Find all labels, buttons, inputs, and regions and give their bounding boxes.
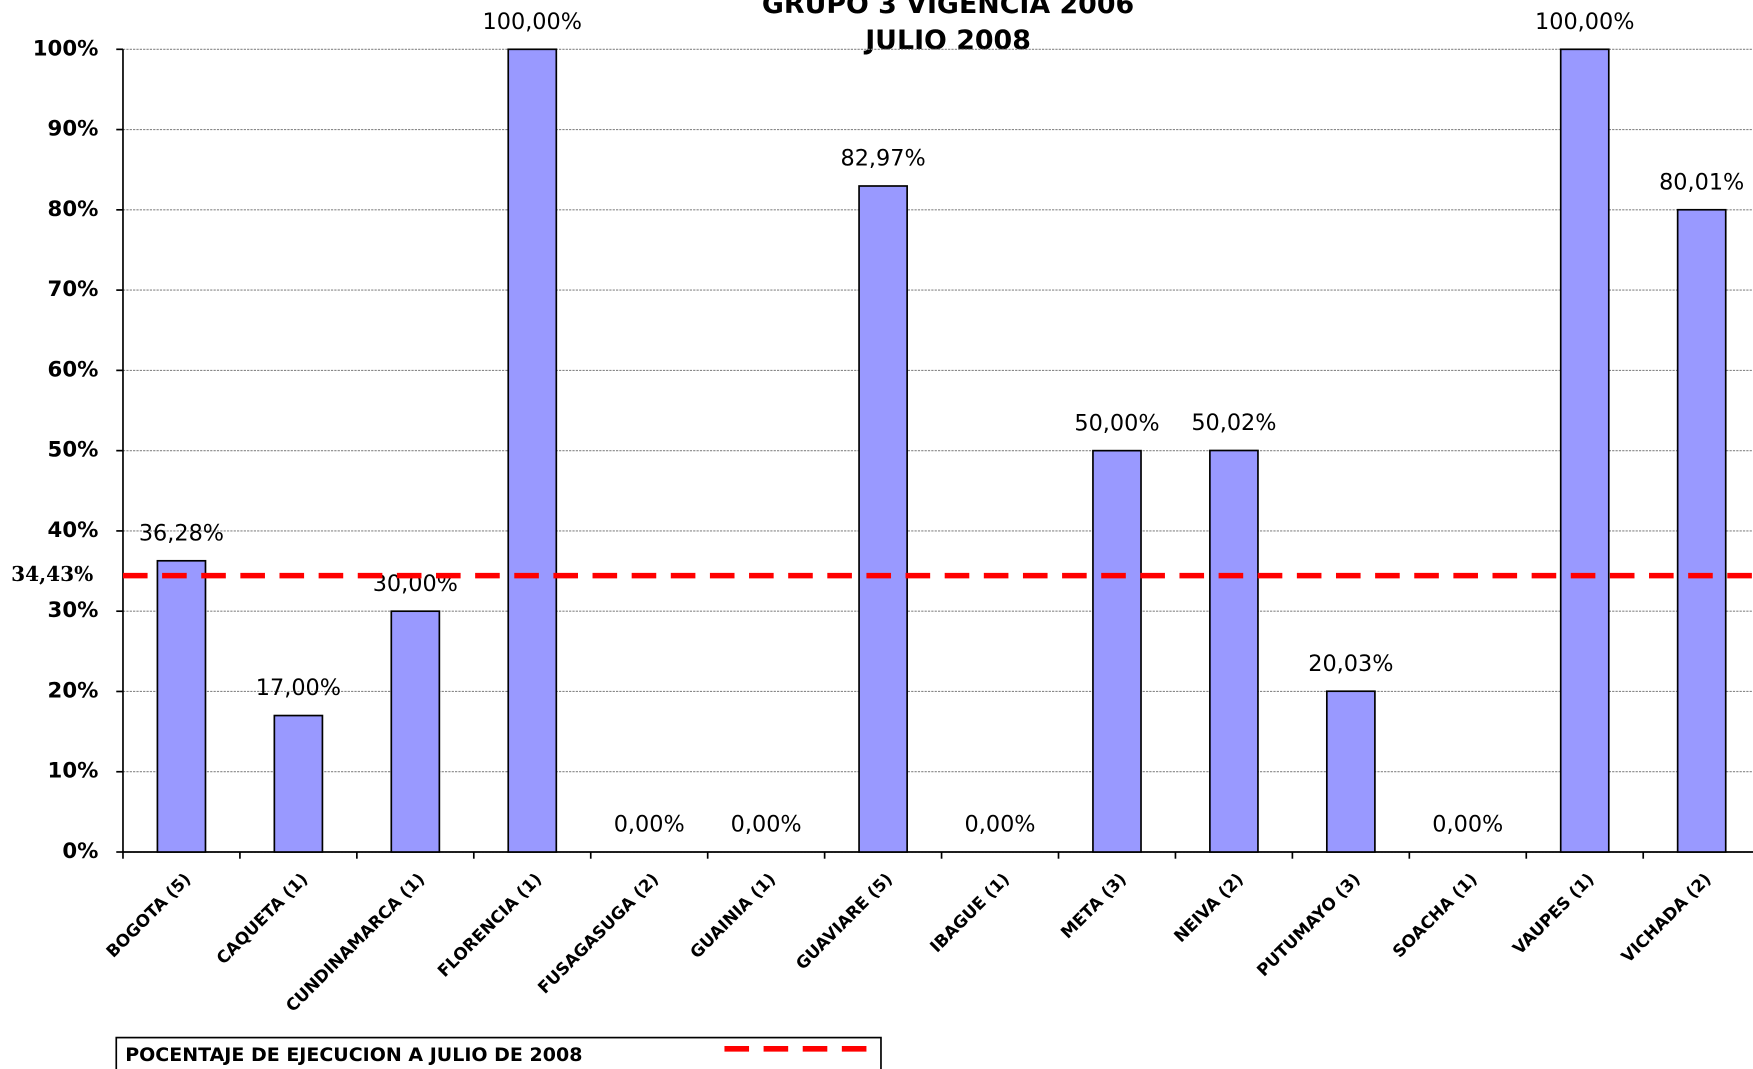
x-tick-label: VICHADA (2) (1617, 869, 1715, 967)
chart-subtitle: JULIO 2008 (863, 25, 1031, 56)
value-label: 50,02% (1191, 410, 1276, 436)
bar (156, 559, 207, 853)
x-tick-label: GUAINIA (1) (686, 869, 779, 962)
chart-title: GRUPO 3 VIGENCIA 2006 (762, 0, 1134, 20)
value-label: 82,97% (840, 146, 925, 172)
value-label: 80,01% (1659, 169, 1744, 195)
value-label: 20,03% (1308, 651, 1393, 677)
bar (1092, 449, 1142, 853)
y-tick-label: 70% (48, 277, 99, 302)
value-label: 0,00% (614, 812, 685, 838)
bar (858, 185, 908, 853)
x-tick-label: BOGOTA (5) (102, 869, 195, 962)
bar (1676, 208, 1727, 853)
reference-label: 34,43% (11, 562, 93, 586)
y-tick-label: 90% (48, 117, 99, 142)
value-label: 0,00% (1432, 812, 1503, 838)
bar (507, 48, 558, 853)
value-label: 0,00% (731, 812, 802, 838)
x-tick-label: SOACHA (1) (1388, 869, 1481, 962)
x-tick-label: IBAGUE (1) (926, 869, 1013, 956)
bar (1559, 48, 1610, 853)
x-tick-label: PUTUMAYO (3) (1253, 869, 1364, 980)
value-label: 0,00% (965, 812, 1036, 838)
x-tick-label: CAQUETA (1) (212, 869, 311, 968)
y-tick-label: 20% (48, 678, 99, 703)
value-label: 100,00% (483, 9, 582, 35)
bar (273, 714, 324, 853)
bar (390, 610, 441, 853)
legend-label: POCENTAJE DE EJECUCION A JULIO DE 2008 (125, 1044, 582, 1066)
legend-box (115, 1036, 882, 1069)
y-tick-label: 40% (48, 518, 99, 543)
value-label: 36,28% (139, 520, 224, 546)
value-label: 17,00% (256, 675, 341, 701)
x-tick-label: FUSAGASUGA (2) (534, 869, 663, 998)
y-tick-label: 100% (33, 36, 99, 61)
y-tick-label: 0% (62, 839, 98, 864)
y-tick-label: 60% (48, 357, 99, 382)
x-tick-label: META (3) (1057, 869, 1131, 943)
x-tick-label: GUAVIARE (5) (792, 869, 897, 974)
x-tick-label: VAUPES (1) (1508, 869, 1597, 958)
value-label: 100,00% (1535, 9, 1634, 35)
y-tick-label: 80% (48, 197, 99, 222)
y-tick-label: 30% (48, 598, 99, 623)
x-tick-label: NEIVA (2) (1170, 869, 1247, 946)
x-tick-label: FLORENCIA (1) (433, 869, 545, 981)
bar (1209, 449, 1259, 853)
bar (1325, 690, 1376, 853)
value-label: 50,00% (1074, 410, 1159, 436)
y-tick-label: 50% (48, 438, 99, 463)
y-tick-label: 10% (48, 759, 99, 784)
x-tick-label: CUNDINAMARCA (1) (282, 869, 429, 1016)
